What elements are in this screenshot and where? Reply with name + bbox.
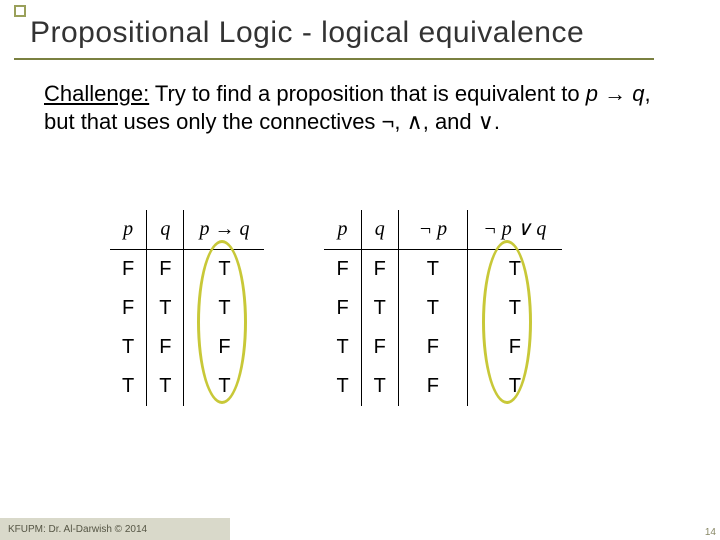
table-row: T F F F xyxy=(324,328,561,367)
col-header: q xyxy=(361,210,398,250)
cell: T xyxy=(324,367,361,406)
cell: F xyxy=(147,250,184,290)
slide: Propositional Logic - logical equivalenc… xyxy=(0,0,720,540)
slide-title: Propositional Logic - logical equivalenc… xyxy=(30,16,584,50)
table-row: F T T T xyxy=(324,289,561,328)
table-row: F T T xyxy=(110,289,264,328)
table-row: T F F xyxy=(110,328,264,367)
challenge-lead: Challenge: xyxy=(44,81,149,106)
cell: T xyxy=(361,367,398,406)
truth-tables: p q p → q F F T F T T xyxy=(110,210,562,406)
cell: T xyxy=(361,289,398,328)
truth-table-right: p q ¬ p ¬ p ∨ q F F T T F T xyxy=(324,210,561,406)
table-row: T T F T xyxy=(324,367,561,406)
col-header: p xyxy=(110,210,147,250)
cell: F xyxy=(110,250,147,290)
col-header: p xyxy=(324,210,361,250)
cell: T xyxy=(467,289,562,328)
cell: T xyxy=(110,367,147,406)
table-row: F F T xyxy=(110,250,264,290)
cell: T xyxy=(184,250,265,290)
corner-ornament xyxy=(14,5,26,17)
cell: T xyxy=(184,289,265,328)
cell: F xyxy=(324,250,361,290)
cell: F xyxy=(147,328,184,367)
cell: F xyxy=(398,328,467,367)
footer-credit: KFUPM: Dr. Al-Darwish © 2014 xyxy=(0,518,230,540)
cell: T xyxy=(467,367,562,406)
table-row: F F T T xyxy=(324,250,561,290)
col-header: ¬ p xyxy=(398,210,467,250)
cell: T xyxy=(324,328,361,367)
title-underline xyxy=(14,58,654,60)
challenge-expr: p → q xyxy=(586,81,645,106)
col-header: q xyxy=(147,210,184,250)
cell: F xyxy=(110,289,147,328)
cell: T xyxy=(147,367,184,406)
cell: F xyxy=(398,367,467,406)
cell: F xyxy=(361,250,398,290)
table-row: T T T xyxy=(110,367,264,406)
cell: T xyxy=(184,367,265,406)
col-header: p → q xyxy=(184,210,265,250)
slide-number: 14 xyxy=(705,527,716,538)
table-header-row: p q p → q xyxy=(110,210,264,250)
cell: F xyxy=(361,328,398,367)
cell: T xyxy=(110,328,147,367)
right-table-wrap: p q ¬ p ¬ p ∨ q F F T T F T xyxy=(324,210,561,406)
cell: T xyxy=(467,250,562,290)
left-table-wrap: p q p → q F F T F T T xyxy=(110,210,264,406)
challenge-part1: Try to find a proposition that is equiva… xyxy=(149,81,586,106)
cell: T xyxy=(398,289,467,328)
cell: T xyxy=(398,250,467,290)
challenge-text: Challenge: Try to find a proposition tha… xyxy=(44,80,664,135)
cell: F xyxy=(324,289,361,328)
cell: T xyxy=(147,289,184,328)
truth-table-left: p q p → q F F T F T T xyxy=(110,210,264,406)
table-header-row: p q ¬ p ¬ p ∨ q xyxy=(324,210,561,250)
cell: F xyxy=(184,328,265,367)
col-header: ¬ p ∨ q xyxy=(467,210,562,250)
cell: F xyxy=(467,328,562,367)
